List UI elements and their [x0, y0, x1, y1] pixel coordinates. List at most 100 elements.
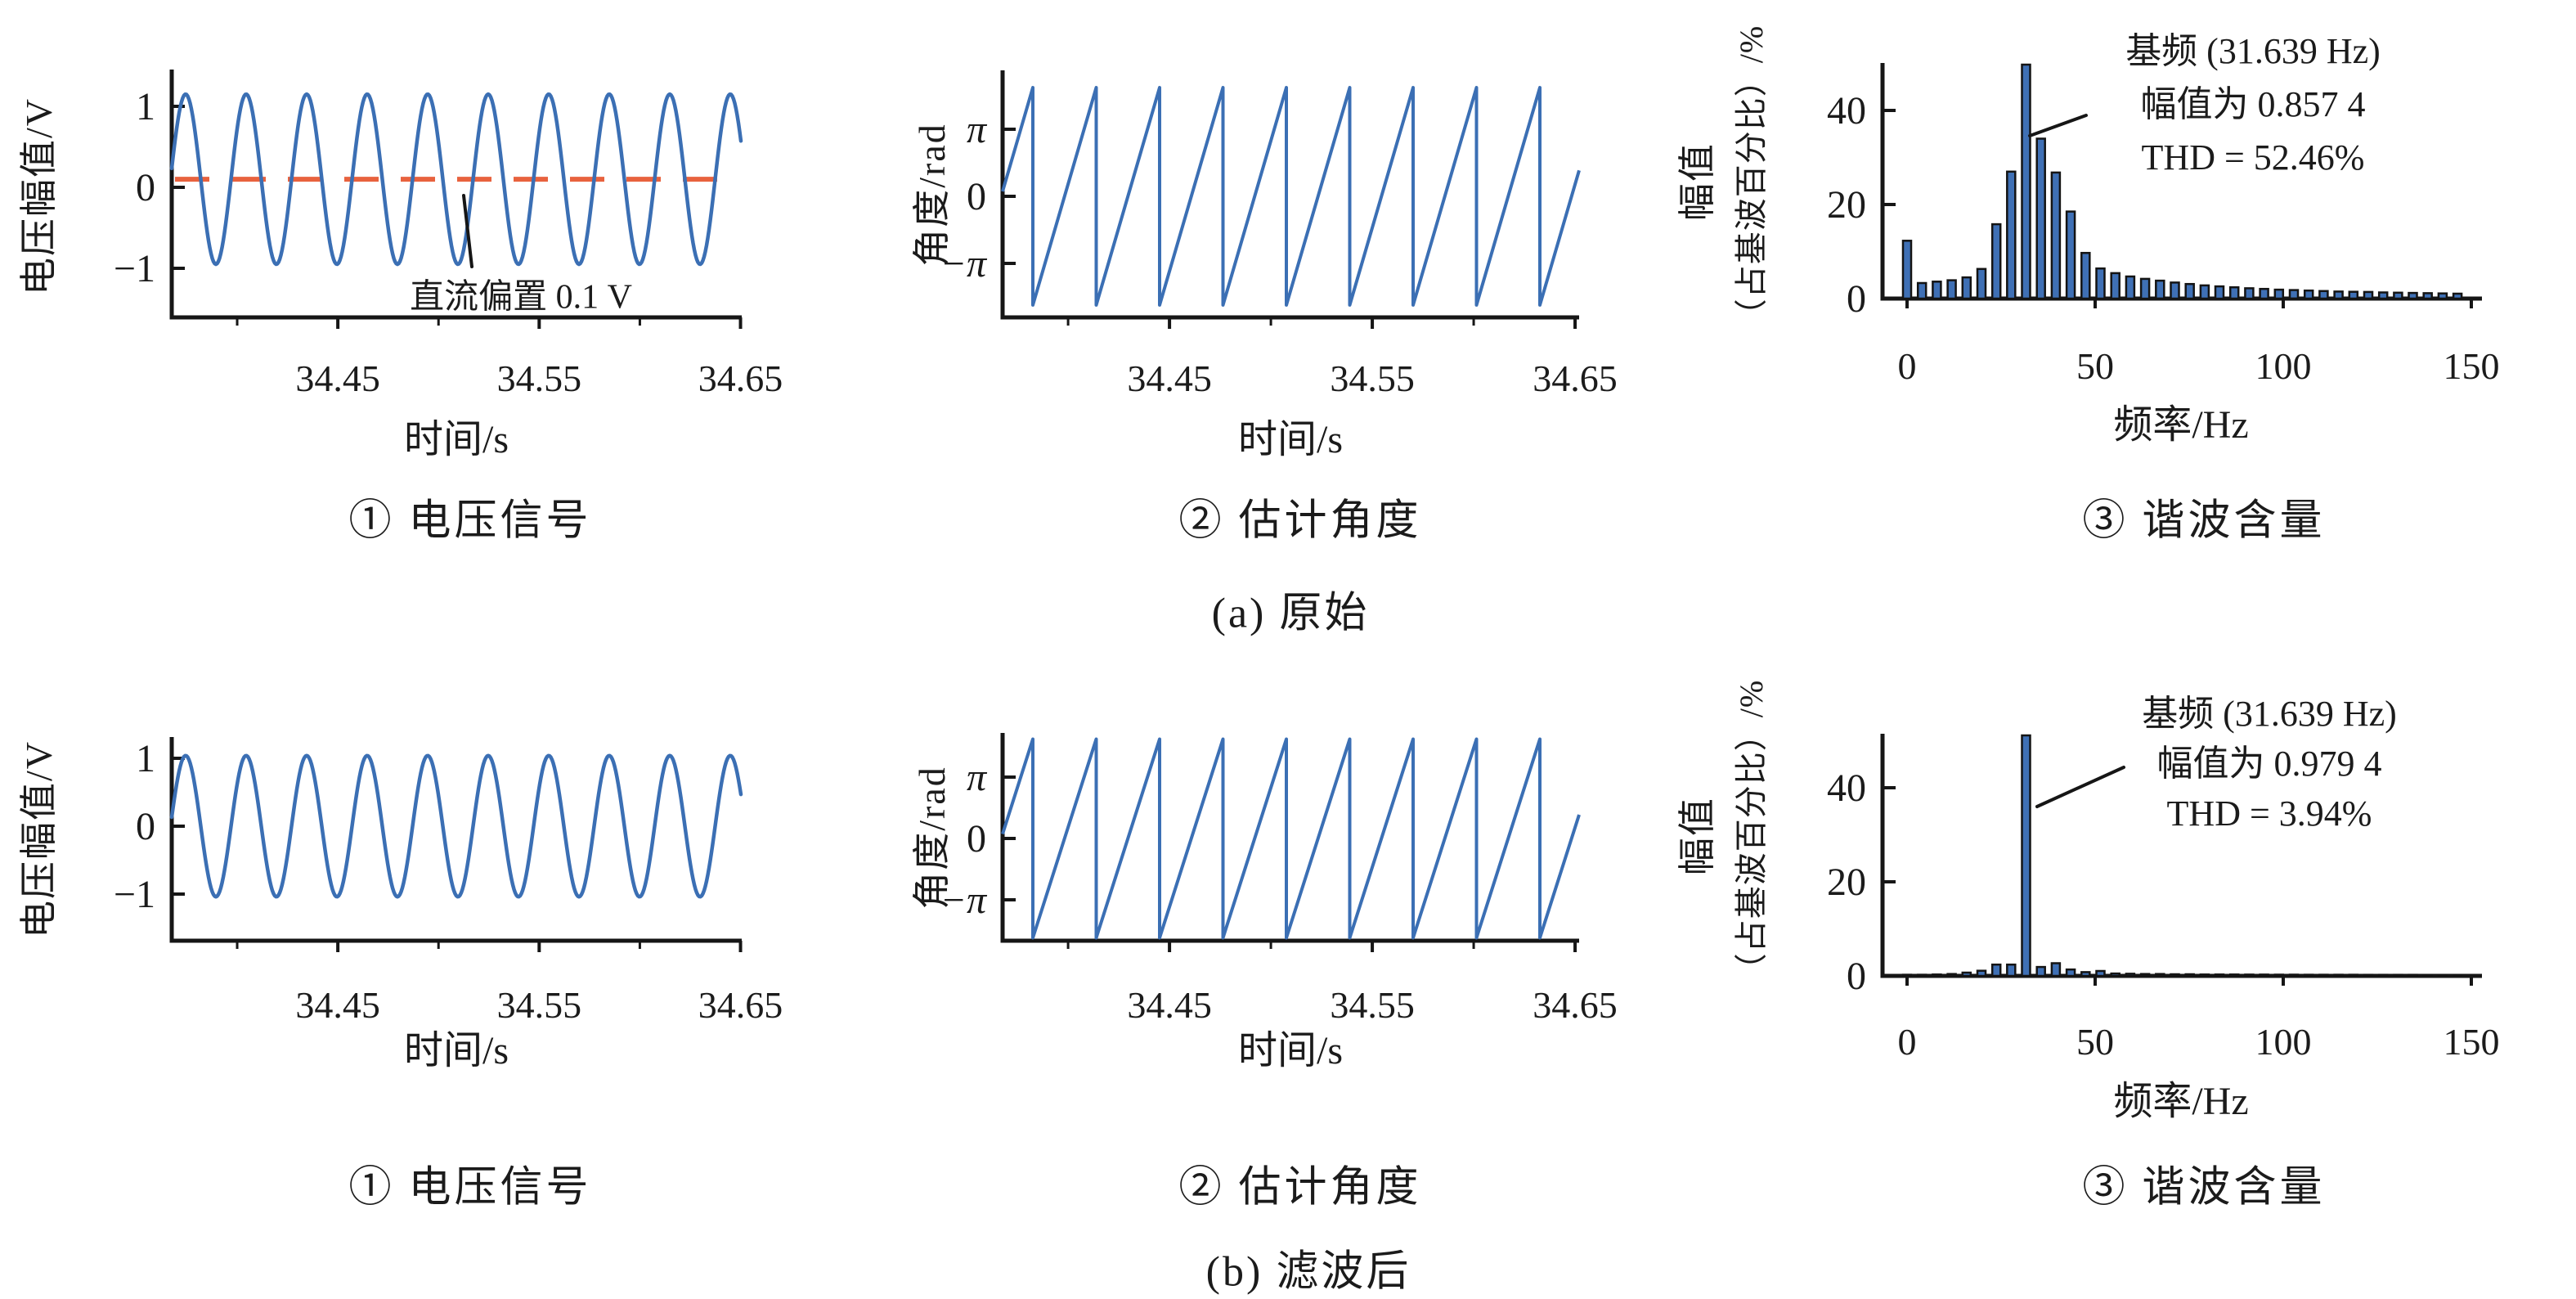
- x-tick-label-a2: 34.65: [1533, 357, 1618, 399]
- y-tick-label-a1: 1: [136, 85, 155, 128]
- annotation-leader-line-a1: [462, 194, 473, 268]
- harmonic-bar: [2155, 973, 2165, 978]
- y-axis-label-b3-sub: （占基波百分比）/%: [1733, 679, 1770, 987]
- harmonic-bar: [2125, 973, 2136, 978]
- x-tick-label-a3: 100: [2255, 345, 2312, 387]
- harmonic-bar: [2095, 969, 2106, 978]
- voltage-sine-curve-b1: [169, 753, 743, 899]
- harmonic-bar: [2035, 965, 2046, 978]
- y-tick-label-a3: 20: [1827, 183, 1866, 227]
- x-tick-label-a2: 34.55: [1330, 357, 1415, 399]
- x-tick-label-b1: 34.55: [497, 984, 582, 1026]
- harmonic-bar: [2035, 137, 2046, 300]
- harmonic-bar: [2273, 288, 2285, 300]
- y-axis-label-b3-main: 幅值: [1676, 797, 1718, 875]
- harmonic-bar: [2333, 973, 2344, 978]
- y-tick-label-b1: 1: [136, 737, 155, 780]
- x-axis-label-b2: 时间/s: [1237, 1029, 1344, 1072]
- x-axis-label-a1: 时间/s: [403, 418, 509, 461]
- harmonic-bar: [1961, 971, 1972, 978]
- x-tick-label-a1: 34.45: [295, 357, 380, 399]
- annotation-b3-line1: 基频 (31.639 Hz): [2142, 694, 2397, 734]
- row-label-a-original: (a) 原始: [1211, 590, 1370, 637]
- x-tick-label-b1: 34.65: [698, 984, 783, 1026]
- harmonic-bar: [2050, 962, 2062, 978]
- harmonic-bar: [2288, 289, 2300, 300]
- estimated-angle-sawtooth-a2: [1001, 86, 1581, 307]
- harmonic-bar: [2318, 290, 2329, 300]
- harmonic-bar: [2377, 291, 2389, 300]
- axes-spines-a1: [169, 70, 742, 320]
- y-tick-label-a1: −1: [114, 247, 155, 290]
- harmonic-bar: [2228, 973, 2240, 978]
- annotation-b3-fundamental: 基频 (31.639 Hz) 幅值为 0.979 4 THD = 3.94%: [2077, 689, 2462, 838]
- y-tick-label-a1: 0: [136, 166, 155, 209]
- harmonic-bar: [2095, 267, 2106, 300]
- annotation-leader-line-a3: [2028, 114, 2088, 137]
- row-label-b-filtered: (b) 滤波后: [1205, 1248, 1411, 1296]
- estimated-angle-sawtooth-b2: [1001, 737, 1581, 940]
- x-tick-label-a1: 34.55: [497, 357, 582, 399]
- y-axis-label-b2: 角度/rad: [911, 766, 953, 910]
- harmonic-bar: [2348, 973, 2359, 978]
- harmonic-bar: [2348, 290, 2359, 300]
- harmonic-bar: [2080, 251, 2091, 300]
- harmonic-bar: [2199, 973, 2210, 978]
- harmonic-bar: [2408, 973, 2418, 978]
- axes-spines-b2: [1000, 733, 1579, 943]
- harmonic-bar: [2393, 973, 2403, 978]
- harmonic-bar: [2303, 289, 2314, 300]
- caption-a1-voltage-signal: ① 电压信号: [348, 497, 592, 545]
- harmonic-bar: [2170, 973, 2180, 978]
- y-tick-label-b3: 20: [1827, 861, 1866, 904]
- x-tick-label-b1: 34.45: [295, 984, 380, 1026]
- y-tick-label-a3: 40: [1827, 89, 1866, 133]
- x-tick-label-b2: 34.55: [1330, 984, 1415, 1026]
- harmonic-bar: [2259, 287, 2269, 300]
- harmonic-bar: [1976, 969, 1987, 978]
- harmonic-bar: [2214, 285, 2225, 300]
- x-axis-label-a3: 频率/Hz: [2113, 403, 2249, 447]
- harmonic-bar: [2244, 287, 2255, 300]
- harmonic-bar: [1946, 279, 1957, 300]
- harmonic-bar: [2021, 734, 2031, 978]
- harmonic-bar: [2408, 291, 2418, 300]
- x-axis-label-b1: 时间/s: [403, 1029, 509, 1072]
- harmonic-bar: [2333, 290, 2344, 300]
- caption-a2-estimated-angle: ② 估计角度: [1178, 497, 1422, 545]
- harmonic-bar: [2184, 282, 2195, 300]
- harmonic-bar: [1961, 276, 1972, 300]
- x-tick-label-a3: 0: [1898, 345, 1917, 387]
- x-tick-label-b3: 0: [1898, 1021, 1917, 1063]
- harmonic-bar: [2065, 968, 2076, 978]
- annotation-a3-fundamental: 基频 (31.639 Hz) 幅值为 0.857 4 THD = 52.46%: [2061, 25, 2445, 184]
- y-tick-label-b2: 0: [967, 817, 986, 861]
- caption-b3-harmonic-content: ③ 谐波含量: [2082, 1164, 2326, 1211]
- harmonic-bar: [2228, 285, 2240, 300]
- harmonic-bar: [1901, 973, 1913, 978]
- harmonic-bar: [2139, 973, 2151, 978]
- voltage-sine-curve-a1: [169, 92, 743, 267]
- harmonic-bar: [2110, 272, 2120, 300]
- harmonic-bar: [2214, 973, 2225, 978]
- y-axis-label-a3-main: 幅值: [1676, 142, 1718, 221]
- harmonic-bar: [2377, 973, 2389, 978]
- harmonic-bar: [2244, 973, 2255, 978]
- y-tick-label-b2: π: [967, 756, 988, 799]
- axes-spines-a2: [1000, 70, 1579, 320]
- x-tick-label-b3: 100: [2255, 1021, 2312, 1063]
- annotation-a3-line2: 幅值为 0.857 4: [2140, 84, 2366, 124]
- x-tick-label-a2: 34.45: [1127, 357, 1212, 399]
- y-tick-label-a2: 0: [967, 175, 986, 218]
- harmonic-bar: [2273, 973, 2285, 978]
- harmonic-bar: [2110, 972, 2120, 978]
- harmonic-bar: [2437, 973, 2448, 978]
- annotation-a3-line1: 基频 (31.639 Hz): [2125, 31, 2381, 71]
- harmonic-bar: [2303, 973, 2314, 978]
- harmonic-bar: [2155, 279, 2165, 300]
- x-axis-label-a2: 时间/s: [1237, 418, 1344, 461]
- y-axis-label-a3-sub: （占基波百分比）/%: [1733, 25, 1770, 332]
- harmonic-bar: [2006, 170, 2017, 300]
- harmonic-bar: [1932, 281, 1942, 300]
- caption-a3-harmonic-content: ③ 谐波含量: [2082, 497, 2326, 545]
